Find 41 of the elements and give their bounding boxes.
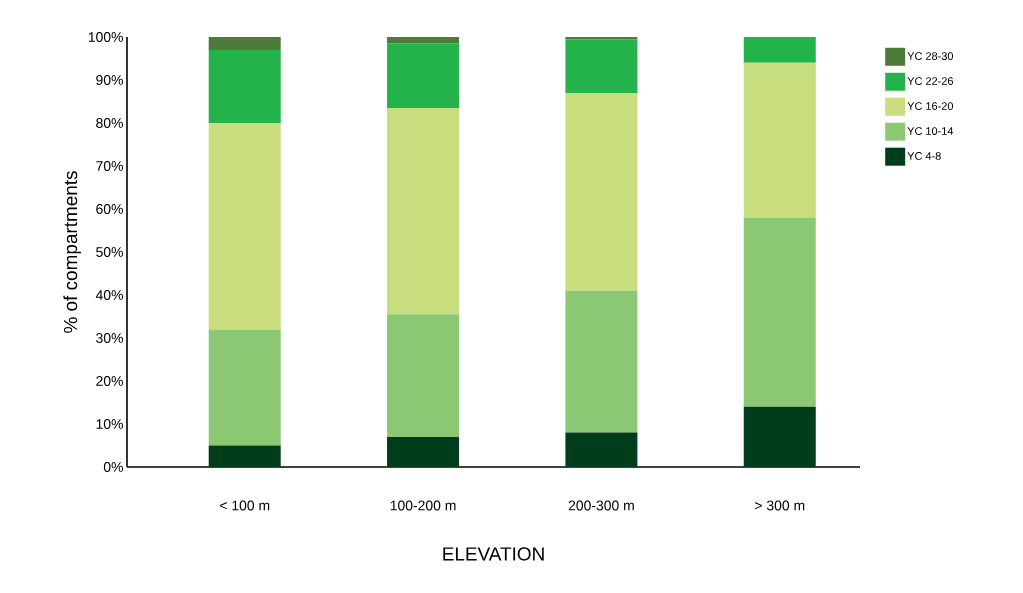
x-tick-label: 200-300 m [568,500,634,511]
bar [565,432,638,467]
legend-label: YC 10-14 [907,127,954,135]
y-tick-label: 70% [96,161,123,171]
bar [387,37,460,44]
bar [387,436,460,467]
bar [208,445,281,467]
y-tick-label: 30% [96,333,123,343]
y-axis-title: % of compartments [63,171,81,333]
y-tick-label: 100% [88,32,123,42]
bar [743,62,816,218]
bar [208,329,281,446]
y-tick-label: 0% [103,462,123,472]
x-tick-label: > 300 m [755,500,805,511]
bar [743,37,816,63]
bar [387,314,460,437]
bar [743,406,816,467]
x-tick-label: 100-200 m [390,500,456,511]
bar [565,37,638,40]
bar [743,217,816,407]
legend-label: YC 4-8 [907,152,941,160]
y-tick-label: 40% [95,290,123,300]
y-tick-label: 50% [96,247,123,257]
bar [208,49,281,123]
bar [208,123,281,330]
y-tick-label: 20% [96,376,123,386]
legend-label: YC 16-20 [907,102,954,110]
bar [387,43,460,108]
y-tick-label: 60% [96,204,123,214]
y-tick-label: 90% [96,75,123,85]
bar [387,107,460,315]
x-axis-title: ELEVATION [443,547,544,561]
bar [565,92,638,291]
y-tick-label: 80% [96,118,123,128]
bar [565,290,638,433]
legend-label: YC 22-26 [907,77,953,85]
bar [208,37,281,50]
x-tick-label: < 100 m [220,500,270,511]
legend-label: YC 28-30 [907,52,954,60]
y-tick-label: 10% [96,419,123,429]
bar [565,39,638,93]
